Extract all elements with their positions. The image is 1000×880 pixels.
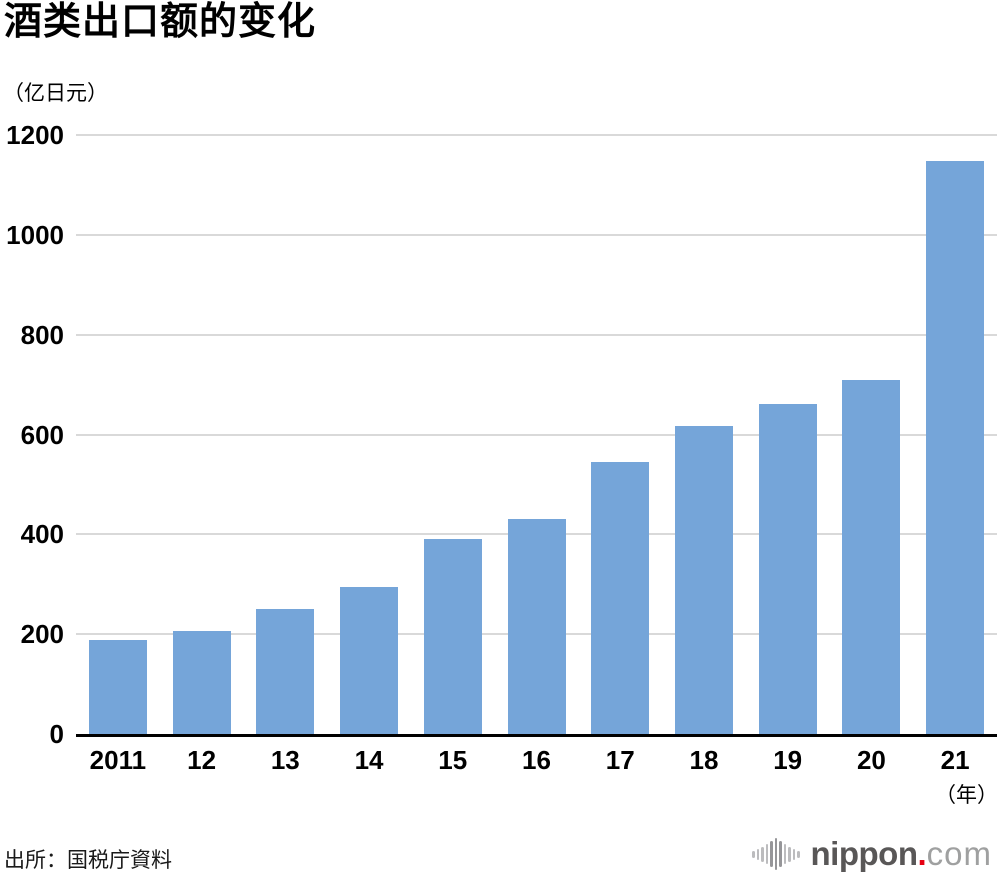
x-tick-label-14: 14 <box>354 745 384 775</box>
soundwave-bar <box>783 844 787 864</box>
gridline-1000 <box>76 233 997 236</box>
bar-2011 <box>88 639 147 734</box>
x-tick-label-2011: 2011 <box>89 745 147 775</box>
logo-text: nippon . com <box>811 836 992 872</box>
y-tick-label-1000: 1000 <box>6 219 64 250</box>
y-axis: 0 200 400 600 800 1000 1200 <box>0 121 64 748</box>
soundwave-bar <box>797 850 800 858</box>
bar-14 <box>340 587 399 734</box>
bar-21 <box>926 161 985 734</box>
logo-brand: nippon <box>810 835 918 872</box>
bar-12 <box>172 630 231 734</box>
x-axis-unit-label: （年） <box>935 784 998 807</box>
x-tick-label-19: 19 <box>773 745 803 775</box>
bar-19 <box>758 404 817 734</box>
soundwave-bar <box>752 850 755 858</box>
y-axis-unit-label: （亿日元） <box>3 82 108 105</box>
x-axis: 2011 12 13 14 15 16 17 18 19 20 21 <box>76 745 997 777</box>
bar-18 <box>674 425 733 734</box>
plot-area <box>76 134 997 737</box>
y-tick-label-800: 800 <box>20 319 64 350</box>
y-tick-label-400: 400 <box>20 519 64 550</box>
x-tick-label-16: 16 <box>522 745 551 775</box>
y-tick-label-0: 0 <box>49 719 64 749</box>
bar-20 <box>842 379 901 734</box>
soundwave-bar <box>765 844 769 864</box>
logo-dot: . <box>917 835 927 872</box>
soundwave-bar <box>761 846 764 862</box>
chart-title: 酒类出口额的变化 <box>4 1 317 43</box>
gridline-800 <box>76 333 997 336</box>
x-tick-label-18: 18 <box>689 745 719 775</box>
soundwave-bar <box>779 841 782 867</box>
logo-tld: com <box>926 835 992 872</box>
nippon-logo: nippon . com <box>752 836 992 872</box>
x-tick-label-12: 12 <box>187 745 217 775</box>
y-tick-label-200: 200 <box>20 619 64 650</box>
bar-13 <box>256 608 315 734</box>
x-tick-label-17: 17 <box>605 745 635 775</box>
bar-17 <box>591 461 650 734</box>
soundwave-bar <box>788 846 791 862</box>
bar-16 <box>507 519 566 734</box>
x-tick-label-20: 20 <box>856 745 886 775</box>
soundwave-bar <box>770 841 773 867</box>
y-tick-label-1200: 1200 <box>6 120 64 150</box>
soundwave-bar <box>774 838 778 870</box>
gridline-600 <box>76 433 997 436</box>
soundwave-bar <box>792 848 796 860</box>
x-tick-label-15: 15 <box>438 745 468 775</box>
soundwave-bar <box>756 848 760 860</box>
y-tick-label-600: 600 <box>20 419 64 450</box>
source-note: 出所：国税庁資料 <box>4 849 172 872</box>
x-tick-label-13: 13 <box>270 745 300 775</box>
soundwave-icon <box>752 836 800 872</box>
x-tick-label-21: 21 <box>940 745 970 775</box>
bar-15 <box>423 539 482 734</box>
gridline-1200 <box>76 134 997 136</box>
